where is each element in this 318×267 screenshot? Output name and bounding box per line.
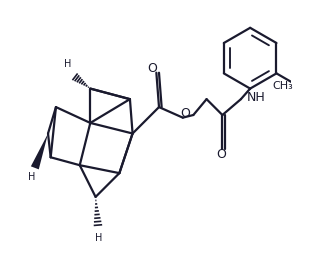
Text: O: O xyxy=(148,62,157,75)
Text: CH₃: CH₃ xyxy=(273,81,293,91)
Text: H: H xyxy=(64,59,72,69)
Text: O: O xyxy=(181,107,190,120)
Text: O: O xyxy=(216,148,226,161)
Polygon shape xyxy=(31,134,48,169)
Text: NH: NH xyxy=(247,91,266,104)
Text: H: H xyxy=(28,172,35,182)
Text: H: H xyxy=(94,233,102,243)
